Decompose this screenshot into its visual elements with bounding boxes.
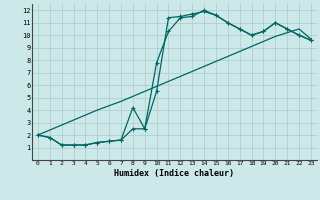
X-axis label: Humidex (Indice chaleur): Humidex (Indice chaleur) <box>115 169 234 178</box>
